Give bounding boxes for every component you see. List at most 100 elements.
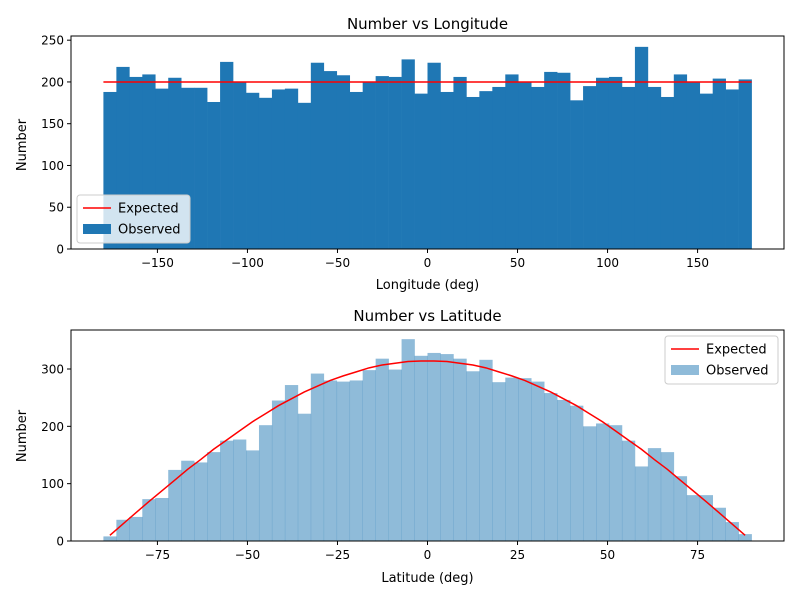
longitude-bar-20: [362, 81, 376, 249]
longitude-bar-35: [557, 72, 571, 250]
longitude-bar-19: [349, 91, 363, 249]
latitude-histogram-panel: Number vs Latitude −75 −50 −25 0 25 50 75 0 100…: [15, 307, 785, 586]
latitude-bar-8: [207, 452, 221, 541]
longitude-bar-12: [258, 97, 273, 249]
longitude-x-tick-label-6: 150: [686, 256, 709, 270]
latitude-bar-18: [336, 381, 351, 541]
latitude-bar-40: [621, 440, 636, 541]
latitude-bar-42: [647, 448, 662, 541]
latitude-bar-3: [142, 499, 156, 541]
latitude-x-tick-label-6: 75: [690, 548, 705, 562]
longitude-x-tick-label-2: −50: [325, 256, 350, 270]
longitude-y-tick-label-0: 0: [56, 243, 64, 257]
latitude-y-tick-label-2: 200: [41, 420, 64, 434]
latitude-bar-16: [310, 373, 325, 541]
latitude-x-tick-label-2: −25: [325, 548, 350, 562]
longitude-bar-37: [583, 86, 597, 249]
longitude-bar-36: [570, 100, 584, 249]
longitude-bar-9: [220, 61, 234, 249]
longitude-bar-8: [207, 101, 221, 249]
latitude-expected-line: [109, 360, 746, 536]
longitude-legend-swatch-1: [83, 224, 111, 234]
latitude-y-axis-label: Number: [15, 409, 30, 462]
longitude-bar-30: [492, 86, 506, 249]
longitude-bar-14: [284, 88, 299, 249]
longitude-bar-48: [725, 89, 739, 249]
longitude-bar-38: [596, 77, 610, 249]
latitude-bar-20: [362, 370, 376, 541]
longitude-bar-32: [518, 81, 532, 249]
latitude-bar-46: [699, 495, 713, 541]
latitude-bar-5: [168, 469, 182, 541]
longitude-bar-26: [440, 91, 454, 249]
latitude-bar-25: [427, 352, 441, 541]
longitude-bar-27: [453, 76, 467, 249]
latitude-x-tick-label-3: 0: [424, 548, 432, 562]
longitude-y-tick-label-1: 50: [49, 201, 64, 215]
latitude-y-tick-label-1: 100: [41, 477, 64, 491]
longitude-bar-10: [233, 81, 247, 249]
latitude-y-ticks: 0 100 200 300: [41, 362, 71, 549]
longitude-x-axis-label: Longitude (deg): [376, 278, 479, 293]
latitude-bar-10: [233, 439, 247, 541]
longitude-x-ticks: −150 −100 −50 0 50 100 150: [141, 249, 709, 270]
latitude-legend-label-0: Expected: [706, 343, 767, 358]
latitude-chart-title: Number vs Latitude: [353, 307, 501, 325]
longitude-bar-11: [246, 92, 260, 249]
longitude-bar-18: [336, 75, 351, 250]
latitude-legend-label-1: Observed: [706, 364, 769, 379]
latitude-bar-29: [479, 359, 493, 541]
latitude-bar-19: [349, 380, 363, 541]
latitude-bar-7: [194, 462, 208, 541]
longitude-bar-17: [323, 71, 338, 249]
latitude-bar-11: [246, 450, 260, 541]
longitude-bar-44: [673, 74, 688, 250]
latitude-bar-49: [738, 534, 752, 541]
latitude-bar-12: [258, 425, 273, 541]
latitude-y-tick-label-3: 300: [41, 362, 64, 376]
longitude-x-tick-label-0: −150: [141, 256, 174, 270]
latitude-legend: Expected Observed: [664, 335, 779, 385]
latitude-bar-15: [297, 413, 312, 541]
latitude-bar-28: [466, 371, 480, 541]
longitude-x-tick-label-4: 50: [510, 256, 525, 270]
longitude-bar-43: [660, 96, 675, 249]
longitude-y-tick-label-2: 100: [41, 159, 64, 173]
latitude-bar-43: [660, 452, 675, 541]
longitude-bar-34: [544, 71, 558, 249]
latitude-bar-44: [673, 476, 688, 541]
longitude-bar-31: [505, 74, 519, 250]
latitude-x-tick-label-1: −50: [235, 548, 260, 562]
longitude-y-ticks: 0 50 100 150 200 250: [41, 34, 71, 257]
latitude-x-tick-label-4: 25: [510, 548, 525, 562]
latitude-bar-14: [284, 385, 299, 541]
latitude-x-tick-label-0: −75: [145, 548, 170, 562]
longitude-bar-24: [414, 93, 428, 250]
longitude-bar-42: [647, 86, 662, 249]
longitude-bar-28: [466, 96, 480, 249]
longitude-x-tick-label-1: −100: [231, 256, 264, 270]
longitude-legend-label-1: Observed: [118, 223, 181, 238]
latitude-observed-bars: [103, 339, 752, 541]
latitude-y-tick-label-0: 0: [56, 535, 64, 549]
latitude-bar-38: [596, 423, 610, 541]
latitude-bar-1: [116, 519, 130, 541]
latitude-bar-41: [634, 466, 649, 541]
longitude-bar-7: [194, 87, 208, 249]
longitude-bar-49: [738, 79, 752, 249]
longitude-bar-25: [427, 62, 441, 249]
latitude-bar-9: [220, 440, 234, 541]
longitude-legend: Expected Observed: [76, 194, 191, 244]
latitude-bar-35: [557, 399, 571, 541]
longitude-bar-45: [686, 81, 701, 249]
latitude-bar-0: [103, 536, 117, 541]
longitude-bar-33: [531, 86, 545, 249]
longitude-bar-13: [271, 89, 286, 249]
longitude-bar-22: [388, 76, 402, 249]
latitude-bar-27: [453, 358, 467, 541]
latitude-bar-2: [129, 516, 143, 541]
latitude-bar-23: [401, 339, 415, 541]
latitude-bar-32: [518, 378, 532, 541]
longitude-bar-39: [608, 76, 623, 249]
latitude-expected-line-group: [109, 360, 746, 536]
